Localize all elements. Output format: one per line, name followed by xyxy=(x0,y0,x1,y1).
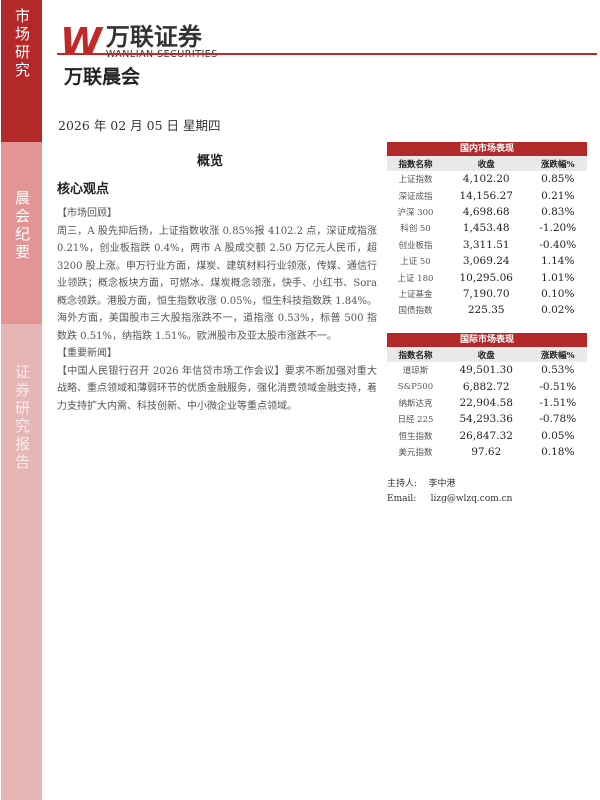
report-date: 2026 年 02 月 05 日 星期四 xyxy=(58,118,221,133)
change-pct: 1.01% xyxy=(541,271,575,284)
index-name: 纳斯达克 xyxy=(398,398,433,409)
change-pct: -0.40% xyxy=(539,238,577,251)
column-header: 涨跌幅% xyxy=(528,156,587,171)
email-line: Email: lizg@wlzq.com.cn xyxy=(387,494,512,504)
close-value: 4,102.20 xyxy=(462,173,510,186)
table-title: 国内市场表现 xyxy=(387,142,587,156)
close-value: 3,069.24 xyxy=(462,255,510,268)
column-header: 收盘 xyxy=(443,347,529,362)
sidebar-label: 市场研究 xyxy=(13,8,31,80)
close-value: 4,698.68 xyxy=(462,205,510,218)
change-pct: 0.21% xyxy=(541,189,575,202)
index-name: 上证基金 xyxy=(398,289,433,300)
change-pct: 0.10% xyxy=(541,287,575,300)
column-header: 收盘 xyxy=(443,156,529,171)
close-value: 54,293.36 xyxy=(459,413,513,426)
close-value: 14,156.27 xyxy=(459,189,513,202)
close-value: 22,904.58 xyxy=(459,396,513,409)
table-row: S&P500 6,882.72 -0.51% xyxy=(387,378,587,394)
change-pct: 0.05% xyxy=(541,429,575,442)
close-value: 3,311.51 xyxy=(462,238,510,251)
email-link[interactable]: lizg@wlzq.com.cn xyxy=(430,494,513,504)
close-value: 225.35 xyxy=(467,304,505,317)
sidebar-research-report: 证券研究报告 xyxy=(1,324,42,800)
table-row: 上证指数 4,102.20 0.85% xyxy=(387,171,587,187)
close-value: 1,453.48 xyxy=(462,222,510,235)
sidebar-label: 证券研究报告 xyxy=(13,364,31,472)
core-views-heading: 核心观点 xyxy=(57,182,110,197)
index-name: 科创 50 xyxy=(400,224,431,235)
news-label: 【重要新闻】 xyxy=(57,348,117,359)
close-value: 49,501.30 xyxy=(459,364,513,377)
news-text: 【中国人民银行召开 2026 年信贷市场工作会议】要求不断加强对重大战略、重点领… xyxy=(57,365,377,412)
change-pct: -0.51% xyxy=(539,380,577,393)
table-row: 上证 50 3,069.24 1.14% xyxy=(387,253,587,269)
change-pct: 0.02% xyxy=(541,304,575,317)
index-name: 创业板指 xyxy=(398,240,433,251)
close-value: 10,295.06 xyxy=(459,271,513,284)
change-pct: -1.51% xyxy=(539,396,577,409)
close-value: 97.62 xyxy=(471,446,502,459)
change-pct: 0.18% xyxy=(541,446,575,459)
table-row: 上证基金 7,190.70 0.10% xyxy=(387,286,587,302)
domestic-market-table: 国内市场表现 指数名称 收盘 涨跌幅% 上证指数 4,102.20 0.85% 深证成指 14… xyxy=(387,142,587,319)
column-header: 指数名称 xyxy=(387,347,444,362)
body-text: 【市场回顾】 周三，A 股先抑后扬，上证指数收涨 0.85%报 4102.2 点… xyxy=(57,205,377,415)
table-row: 沪深 300 4,698.68 0.83% xyxy=(387,204,587,220)
change-pct: -0.78% xyxy=(539,413,577,426)
sidebar-market-research: 市场研究 xyxy=(1,0,42,142)
index-name: 恒生指数 xyxy=(398,431,433,442)
host-label: 主持人: xyxy=(387,479,418,489)
sidebar-morning-summary: 晨会纪要 xyxy=(1,142,42,324)
table-row: 恒生指数 26,847.32 0.05% xyxy=(387,428,587,444)
index-name: 美元指数 xyxy=(398,448,433,459)
host-name: 李中港 xyxy=(428,479,456,489)
table-row: 日经 225 54,293.36 -0.78% xyxy=(387,411,587,427)
page-title: 万联晨会 xyxy=(64,66,141,88)
email-label: Email: xyxy=(387,494,417,504)
change-pct: 0.53% xyxy=(541,364,575,377)
index-name: S&P500 xyxy=(397,381,434,392)
company-logo: W 万联证券 WANLIAN SECURITIES xyxy=(60,20,218,64)
change-pct: 0.85% xyxy=(541,173,575,186)
sidebar-label: 晨会纪要 xyxy=(13,190,31,262)
column-header: 指数名称 xyxy=(387,156,444,171)
close-value: 7,190.70 xyxy=(462,287,510,300)
header-rule xyxy=(57,53,597,55)
index-name: 国债指数 xyxy=(398,306,433,317)
host-line: 主持人: 李中港 xyxy=(387,476,456,489)
logo-mark-icon: W xyxy=(60,20,102,64)
table-row: 国债指数 225.35 0.02% xyxy=(387,302,587,318)
table-row: 美元指数 97.62 0.18% xyxy=(387,444,587,460)
index-name: 日经 225 xyxy=(397,415,434,426)
index-name: 深证成指 xyxy=(398,191,433,202)
close-value: 26,847.32 xyxy=(459,429,513,442)
market-review-label: 【市场回顾】 xyxy=(57,208,117,219)
table-row: 上证 180 10,295.06 1.01% xyxy=(387,269,587,285)
change-pct: -1.20% xyxy=(539,222,577,235)
table-row: 创业板指 3,311.51 -0.40% xyxy=(387,237,587,253)
index-name: 沪深 300 xyxy=(397,207,434,218)
close-value: 6,882.72 xyxy=(462,380,510,393)
logo-cn: 万联证券 xyxy=(105,22,202,51)
change-pct: 1.14% xyxy=(541,255,575,268)
change-pct: 0.83% xyxy=(541,205,575,218)
international-market-table: 国际市场表现 指数名称 收盘 涨跌幅% 道琼斯 49,501.30 0.53% S&P500… xyxy=(387,333,587,460)
index-name: 道琼斯 xyxy=(402,366,429,377)
overview-heading: 概览 xyxy=(197,154,224,169)
table-title: 国际市场表现 xyxy=(387,333,587,347)
index-name: 上证指数 xyxy=(398,175,433,186)
market-review-text: 周三，A 股先抑后扬，上证指数收涨 0.85%报 4102.2 点，深证成指涨 … xyxy=(57,225,377,342)
table-row: 纳斯达克 22,904.58 -1.51% xyxy=(387,395,587,411)
index-name: 上证 50 xyxy=(400,257,431,268)
table-row: 科创 50 1,453.48 -1.20% xyxy=(387,220,587,236)
column-header: 涨跌幅% xyxy=(528,347,587,362)
table-row: 道琼斯 49,501.30 0.53% xyxy=(387,362,587,378)
table-row: 深证成指 14,156.27 0.21% xyxy=(387,187,587,203)
index-name: 上证 180 xyxy=(397,273,434,284)
